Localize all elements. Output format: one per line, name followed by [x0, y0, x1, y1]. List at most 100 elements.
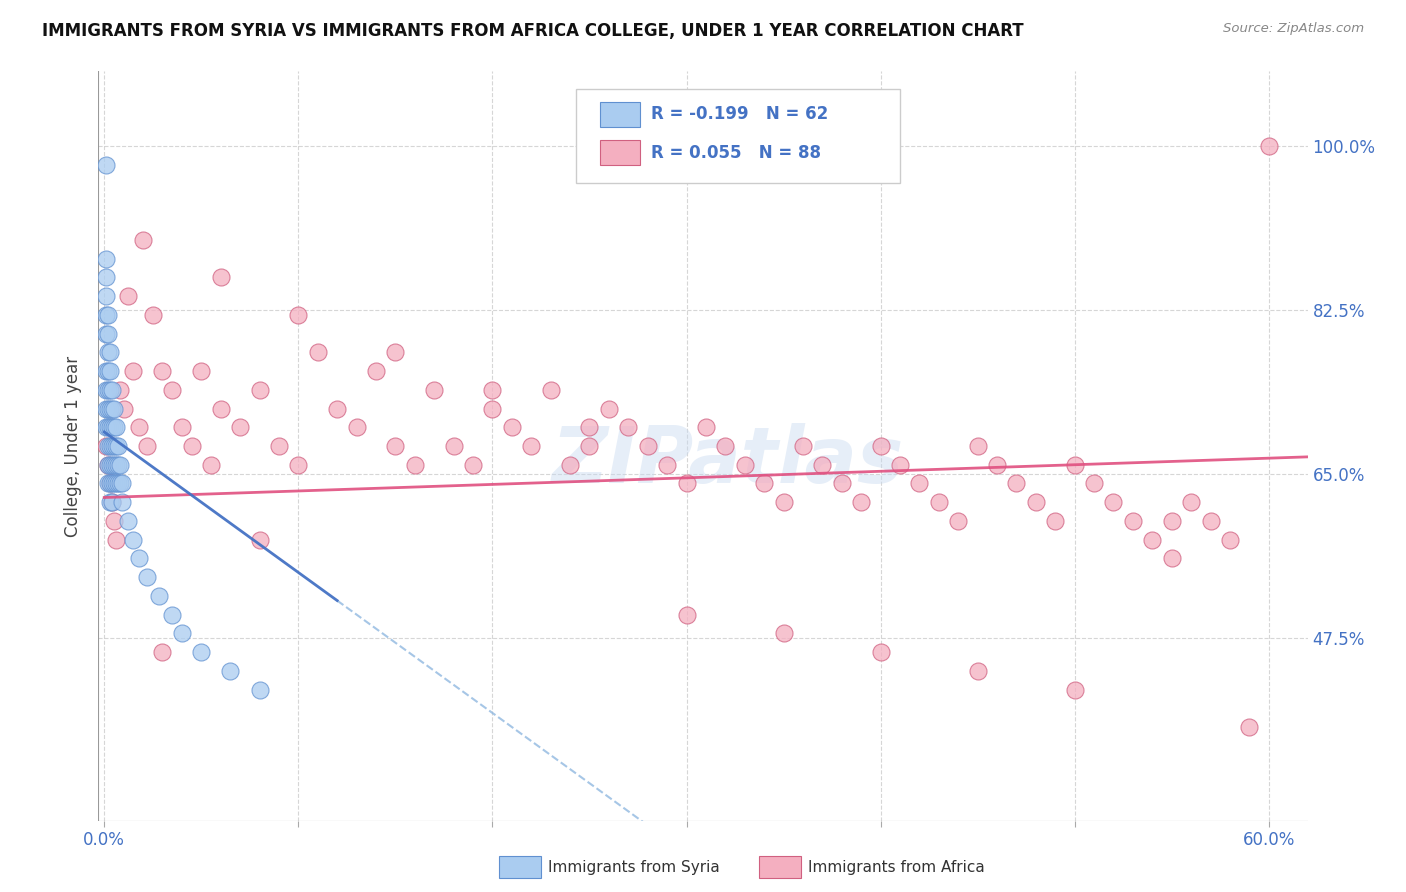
Point	[287, 308, 309, 322]
Point	[851, 495, 873, 509]
Point	[966, 439, 988, 453]
Point	[160, 607, 183, 622]
Point	[107, 458, 129, 472]
Point	[136, 439, 159, 453]
Point	[96, 364, 118, 378]
Point	[96, 383, 118, 397]
Point	[558, 458, 581, 472]
Point	[1005, 476, 1028, 491]
Point	[97, 401, 120, 416]
Point	[136, 570, 159, 584]
Point	[97, 308, 120, 322]
Point	[1083, 476, 1105, 491]
Y-axis label: College, Under 1 year: College, Under 1 year	[65, 355, 83, 537]
Point	[97, 383, 120, 397]
Point	[132, 233, 155, 247]
Point	[928, 495, 950, 509]
Point	[101, 495, 124, 509]
Point	[103, 458, 125, 472]
Point	[104, 439, 127, 453]
Point	[908, 476, 931, 491]
Point	[364, 364, 387, 378]
Point	[209, 401, 232, 416]
Point	[772, 626, 794, 640]
Point	[98, 495, 121, 509]
Point	[103, 401, 125, 416]
Point	[423, 383, 446, 397]
Point	[97, 364, 120, 378]
Point	[97, 326, 120, 341]
Point	[148, 589, 170, 603]
Point	[520, 439, 543, 453]
Point	[986, 458, 1008, 472]
Point	[267, 439, 290, 453]
Point	[97, 345, 120, 359]
Point	[219, 664, 242, 678]
Point	[122, 533, 145, 547]
Point	[103, 476, 125, 491]
Point	[869, 645, 891, 659]
Point	[112, 401, 135, 416]
Point	[111, 476, 134, 491]
Point	[152, 364, 174, 378]
Point	[1122, 514, 1144, 528]
Point	[307, 345, 329, 359]
Point	[98, 439, 121, 453]
Point	[97, 458, 120, 472]
Point	[1063, 682, 1085, 697]
Text: R = 0.055   N = 88: R = 0.055 N = 88	[651, 144, 821, 161]
Point	[96, 308, 118, 322]
Point	[1160, 514, 1182, 528]
Point	[1160, 551, 1182, 566]
Point	[869, 439, 891, 453]
Point	[1219, 533, 1241, 547]
Point	[170, 420, 193, 434]
Point	[107, 476, 129, 491]
Point	[104, 420, 127, 434]
Point	[97, 458, 120, 472]
Point	[948, 514, 970, 528]
Point	[772, 495, 794, 509]
Point	[540, 383, 562, 397]
Point	[97, 439, 120, 453]
Point	[122, 364, 145, 378]
Point	[229, 420, 252, 434]
Point	[889, 458, 911, 472]
Point	[190, 645, 212, 659]
Text: Immigrants from Syria: Immigrants from Syria	[548, 860, 720, 874]
Point	[655, 458, 678, 472]
Point	[96, 289, 118, 303]
Point	[170, 626, 193, 640]
Point	[152, 645, 174, 659]
Point	[501, 420, 523, 434]
Point	[98, 345, 121, 359]
Point	[117, 514, 139, 528]
Point	[326, 401, 349, 416]
Point	[96, 439, 118, 453]
Point	[98, 364, 121, 378]
Point	[752, 476, 775, 491]
Point	[1142, 533, 1164, 547]
Text: R = -0.199   N = 62: R = -0.199 N = 62	[651, 105, 828, 123]
Point	[695, 420, 717, 434]
Point	[103, 514, 125, 528]
Point	[108, 458, 131, 472]
Point	[128, 551, 150, 566]
Point	[200, 458, 222, 472]
Point	[107, 439, 129, 453]
Point	[98, 420, 121, 434]
Point	[578, 439, 600, 453]
Point	[384, 439, 406, 453]
Point	[734, 458, 756, 472]
Point	[1239, 720, 1261, 734]
Point	[98, 476, 121, 491]
Point	[103, 420, 125, 434]
Point	[98, 383, 121, 397]
Text: IMMIGRANTS FROM SYRIA VS IMMIGRANTS FROM AFRICA COLLEGE, UNDER 1 YEAR CORRELATIO: IMMIGRANTS FROM SYRIA VS IMMIGRANTS FROM…	[42, 22, 1024, 40]
Point	[98, 476, 121, 491]
Point	[675, 476, 697, 491]
Point	[103, 439, 125, 453]
Point	[1102, 495, 1125, 509]
Point	[96, 420, 118, 434]
Point	[98, 401, 121, 416]
